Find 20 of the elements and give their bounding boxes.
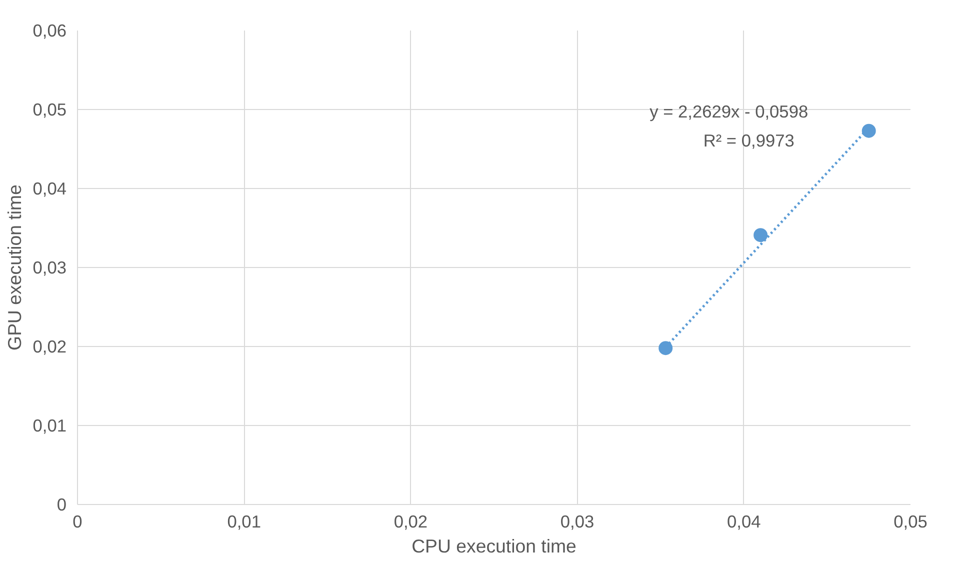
y-tick-label: 0,01 (32, 416, 67, 436)
x-tick-label: 0 (72, 512, 82, 532)
y-tick-label: 0,02 (32, 336, 67, 356)
x-tick-label: 0,03 (560, 512, 594, 532)
point (658, 341, 673, 356)
y-tick-label: 0 (56, 494, 67, 514)
point (862, 124, 876, 138)
x-tick-label: 0,05 (894, 512, 928, 532)
annotation: y = 2,2629x - 0,0598 (650, 102, 808, 122)
x-tick-label: 0,04 (727, 512, 762, 532)
y-axis-title: GPU execution time (4, 184, 25, 350)
x-tick-label: 0,01 (227, 512, 261, 532)
y-tick-label: 0,05 (32, 100, 67, 120)
point (754, 228, 768, 242)
y-tick-label: 0,06 (32, 20, 67, 40)
annotation: R² = 0,9973 (703, 130, 794, 151)
x-axis-title: CPU execution time (412, 536, 576, 556)
x-tick-label: 0,02 (394, 512, 428, 532)
y-tick-label: 0,04 (32, 178, 67, 198)
y-tick-label: 0,03 (32, 258, 67, 278)
